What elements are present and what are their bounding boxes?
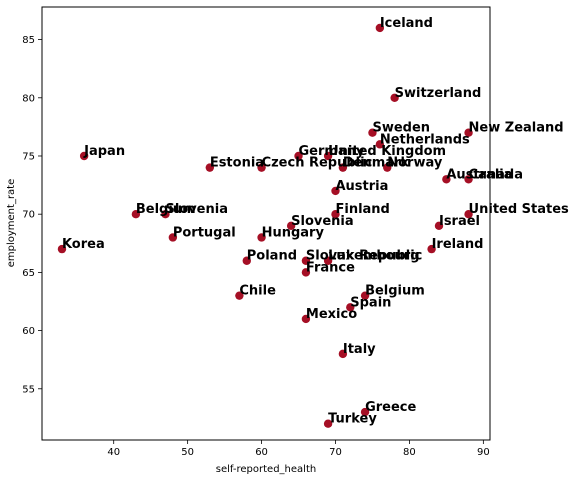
x-tick-label: 40 (107, 447, 120, 458)
y-tick-label: 60 (22, 326, 35, 337)
data-point (368, 128, 377, 137)
point-label: Turkey (328, 412, 377, 427)
y-tick-label: 55 (22, 384, 35, 395)
data-point (390, 93, 399, 102)
plot-frame (41, 6, 491, 441)
x-axis-label: self-reported_health (216, 464, 316, 475)
y-tick-label: 80 (22, 93, 35, 104)
point-label: Slovak Republic (306, 249, 422, 264)
y-tick-label: 85 (22, 35, 35, 46)
point-label: Czech Republic (262, 156, 373, 171)
point-label: Hungary (262, 225, 325, 240)
point-labels: Iceland Switzerland Sweden New ZealandNethe… (62, 16, 569, 427)
data-point (331, 209, 340, 219)
point-label: Switzerland (395, 86, 482, 101)
point-label: Italy (343, 342, 376, 357)
data-point (434, 221, 444, 231)
data-point (323, 151, 333, 161)
data-point (79, 151, 89, 161)
point-label: Finland (335, 202, 389, 217)
point-label: Slovenia (291, 214, 354, 229)
point-label: France (306, 260, 355, 275)
data-point (464, 209, 473, 219)
data-point (323, 419, 333, 428)
point-label: New Zealand (469, 121, 564, 136)
x-tick-label: 60 (255, 447, 268, 458)
point-label: Japan (83, 144, 125, 159)
point-label: Greece (365, 400, 416, 415)
data-point (360, 291, 370, 300)
data-point (168, 233, 178, 242)
data-point (375, 140, 385, 149)
point-label: Spain (350, 295, 391, 310)
point-label: Canada (469, 167, 523, 182)
y-tick-label: 70 (22, 210, 35, 221)
point-label: Mexico (306, 307, 357, 322)
point-label: Belgium (136, 202, 196, 217)
data-points (57, 23, 473, 428)
data-point (301, 268, 311, 277)
point-label: Estonia (210, 156, 264, 171)
data-point (257, 163, 266, 172)
data-point (427, 244, 436, 254)
point-label: Israel (439, 214, 480, 229)
point-label: Norway (387, 156, 443, 171)
point-label: Korea (62, 237, 105, 252)
data-point (301, 314, 311, 324)
point-label: Denmark (343, 156, 410, 171)
point-label: United States (469, 202, 570, 217)
data-point (205, 163, 215, 172)
data-point (286, 221, 296, 231)
point-label: Ireland (432, 237, 484, 252)
y-axis-label: employment_rate (6, 179, 17, 268)
point-label: Chile (239, 284, 276, 299)
point-label: Portugal (173, 225, 236, 240)
point-label: Belgium (365, 284, 425, 299)
data-point (242, 256, 251, 265)
data-point (294, 151, 303, 161)
data-point (442, 175, 451, 184)
y-tick-label: 65 (22, 268, 35, 279)
data-point (323, 256, 333, 265)
point-label: Sweden (372, 121, 430, 136)
data-point (161, 209, 170, 219)
data-point (338, 349, 348, 359)
axis-ticks: 40 50 60 70 80 90 55 60 65 70 75 80 85 (22, 35, 489, 458)
data-point (383, 163, 392, 172)
point-label: Australia (446, 167, 512, 182)
point-label: Poland (247, 249, 297, 264)
x-tick-label: 70 (329, 447, 342, 458)
point-label: Austria (335, 179, 388, 194)
data-point (257, 233, 266, 242)
point-label: Netherlands (380, 132, 470, 147)
point-label: Luxembourg (328, 249, 420, 264)
point-label: Slovenia (165, 202, 228, 217)
data-point (331, 186, 340, 196)
x-tick-label: 50 (181, 447, 194, 458)
data-point (57, 244, 67, 254)
data-point (464, 175, 473, 184)
data-point (360, 407, 370, 417)
data-point (301, 256, 311, 265)
data-point (235, 291, 244, 300)
data-point (131, 209, 141, 219)
x-tick-label: 80 (403, 447, 416, 458)
data-point (464, 128, 473, 137)
point-label: United Kingdom (328, 144, 446, 159)
y-tick-label: 75 (22, 151, 35, 162)
x-tick-label: 90 (477, 447, 490, 458)
data-point (338, 163, 348, 172)
data-point (346, 303, 355, 312)
point-label: Germany (299, 144, 365, 159)
data-point (375, 23, 385, 33)
point-label: Iceland (380, 16, 433, 31)
